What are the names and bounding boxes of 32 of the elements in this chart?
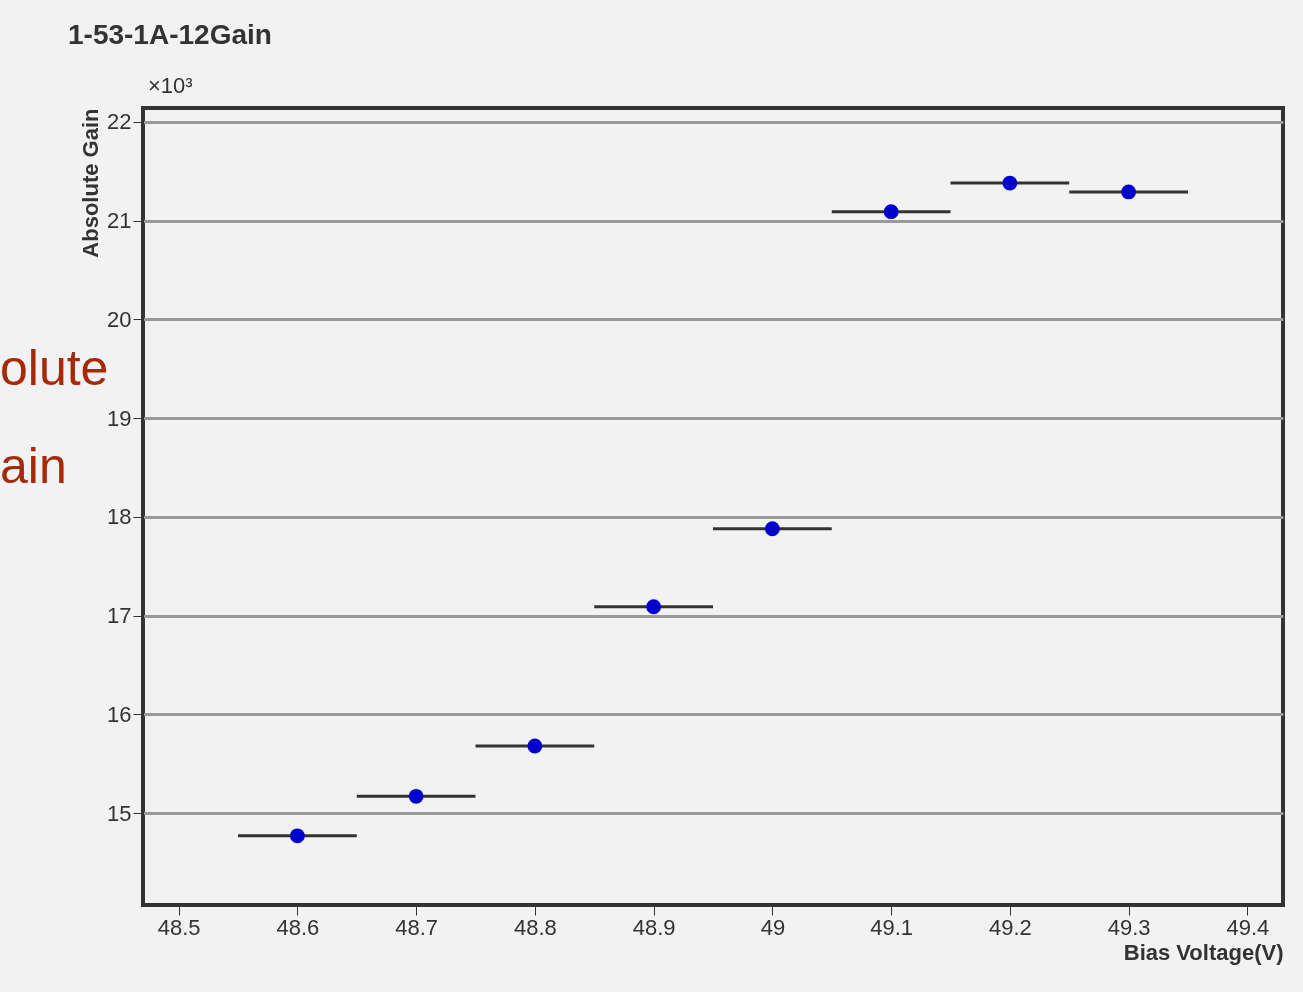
point — [764, 521, 780, 537]
x-tick-label: 48.8 — [513, 914, 557, 940]
x-tick-label: 49.2 — [988, 914, 1032, 940]
x-tick-label: 49 — [760, 914, 786, 940]
point — [527, 738, 543, 754]
point — [1002, 175, 1018, 191]
x-tick-label: 48.7 — [395, 914, 439, 940]
y-tick-label: 16 — [107, 701, 132, 727]
chart-title: 1-53-1A-12Gain — [68, 19, 272, 50]
y-tick-label: 22 — [107, 109, 132, 135]
y-tick-label: 20 — [107, 306, 132, 332]
y-tick-label: 15 — [107, 800, 132, 826]
x-tick-label: 48.5 — [157, 914, 201, 940]
y-tick-label: 17 — [107, 603, 132, 629]
x-axis-title: Bias Voltage(V) — [1123, 939, 1284, 965]
text: ×10³ — [148, 73, 193, 98]
x-tick-label: 48.6 — [276, 914, 320, 940]
x-tick-label: 49.1 — [870, 914, 914, 940]
text: olute — [0, 340, 109, 396]
y-axis-title: Absolute Gain — [78, 108, 104, 258]
y-tick-label: 21 — [107, 208, 132, 234]
y-tick-label: 18 — [107, 504, 132, 530]
point — [646, 599, 662, 615]
x-tick-label: 48.9 — [632, 914, 676, 940]
x-tick-label: 49.3 — [1107, 914, 1151, 940]
point — [883, 204, 899, 220]
x-tick-label: 49.4 — [1226, 914, 1270, 940]
point — [289, 828, 305, 844]
point — [1121, 184, 1137, 200]
text: ain — [0, 438, 67, 494]
y-tick-label: 19 — [107, 405, 132, 431]
point — [408, 788, 424, 804]
